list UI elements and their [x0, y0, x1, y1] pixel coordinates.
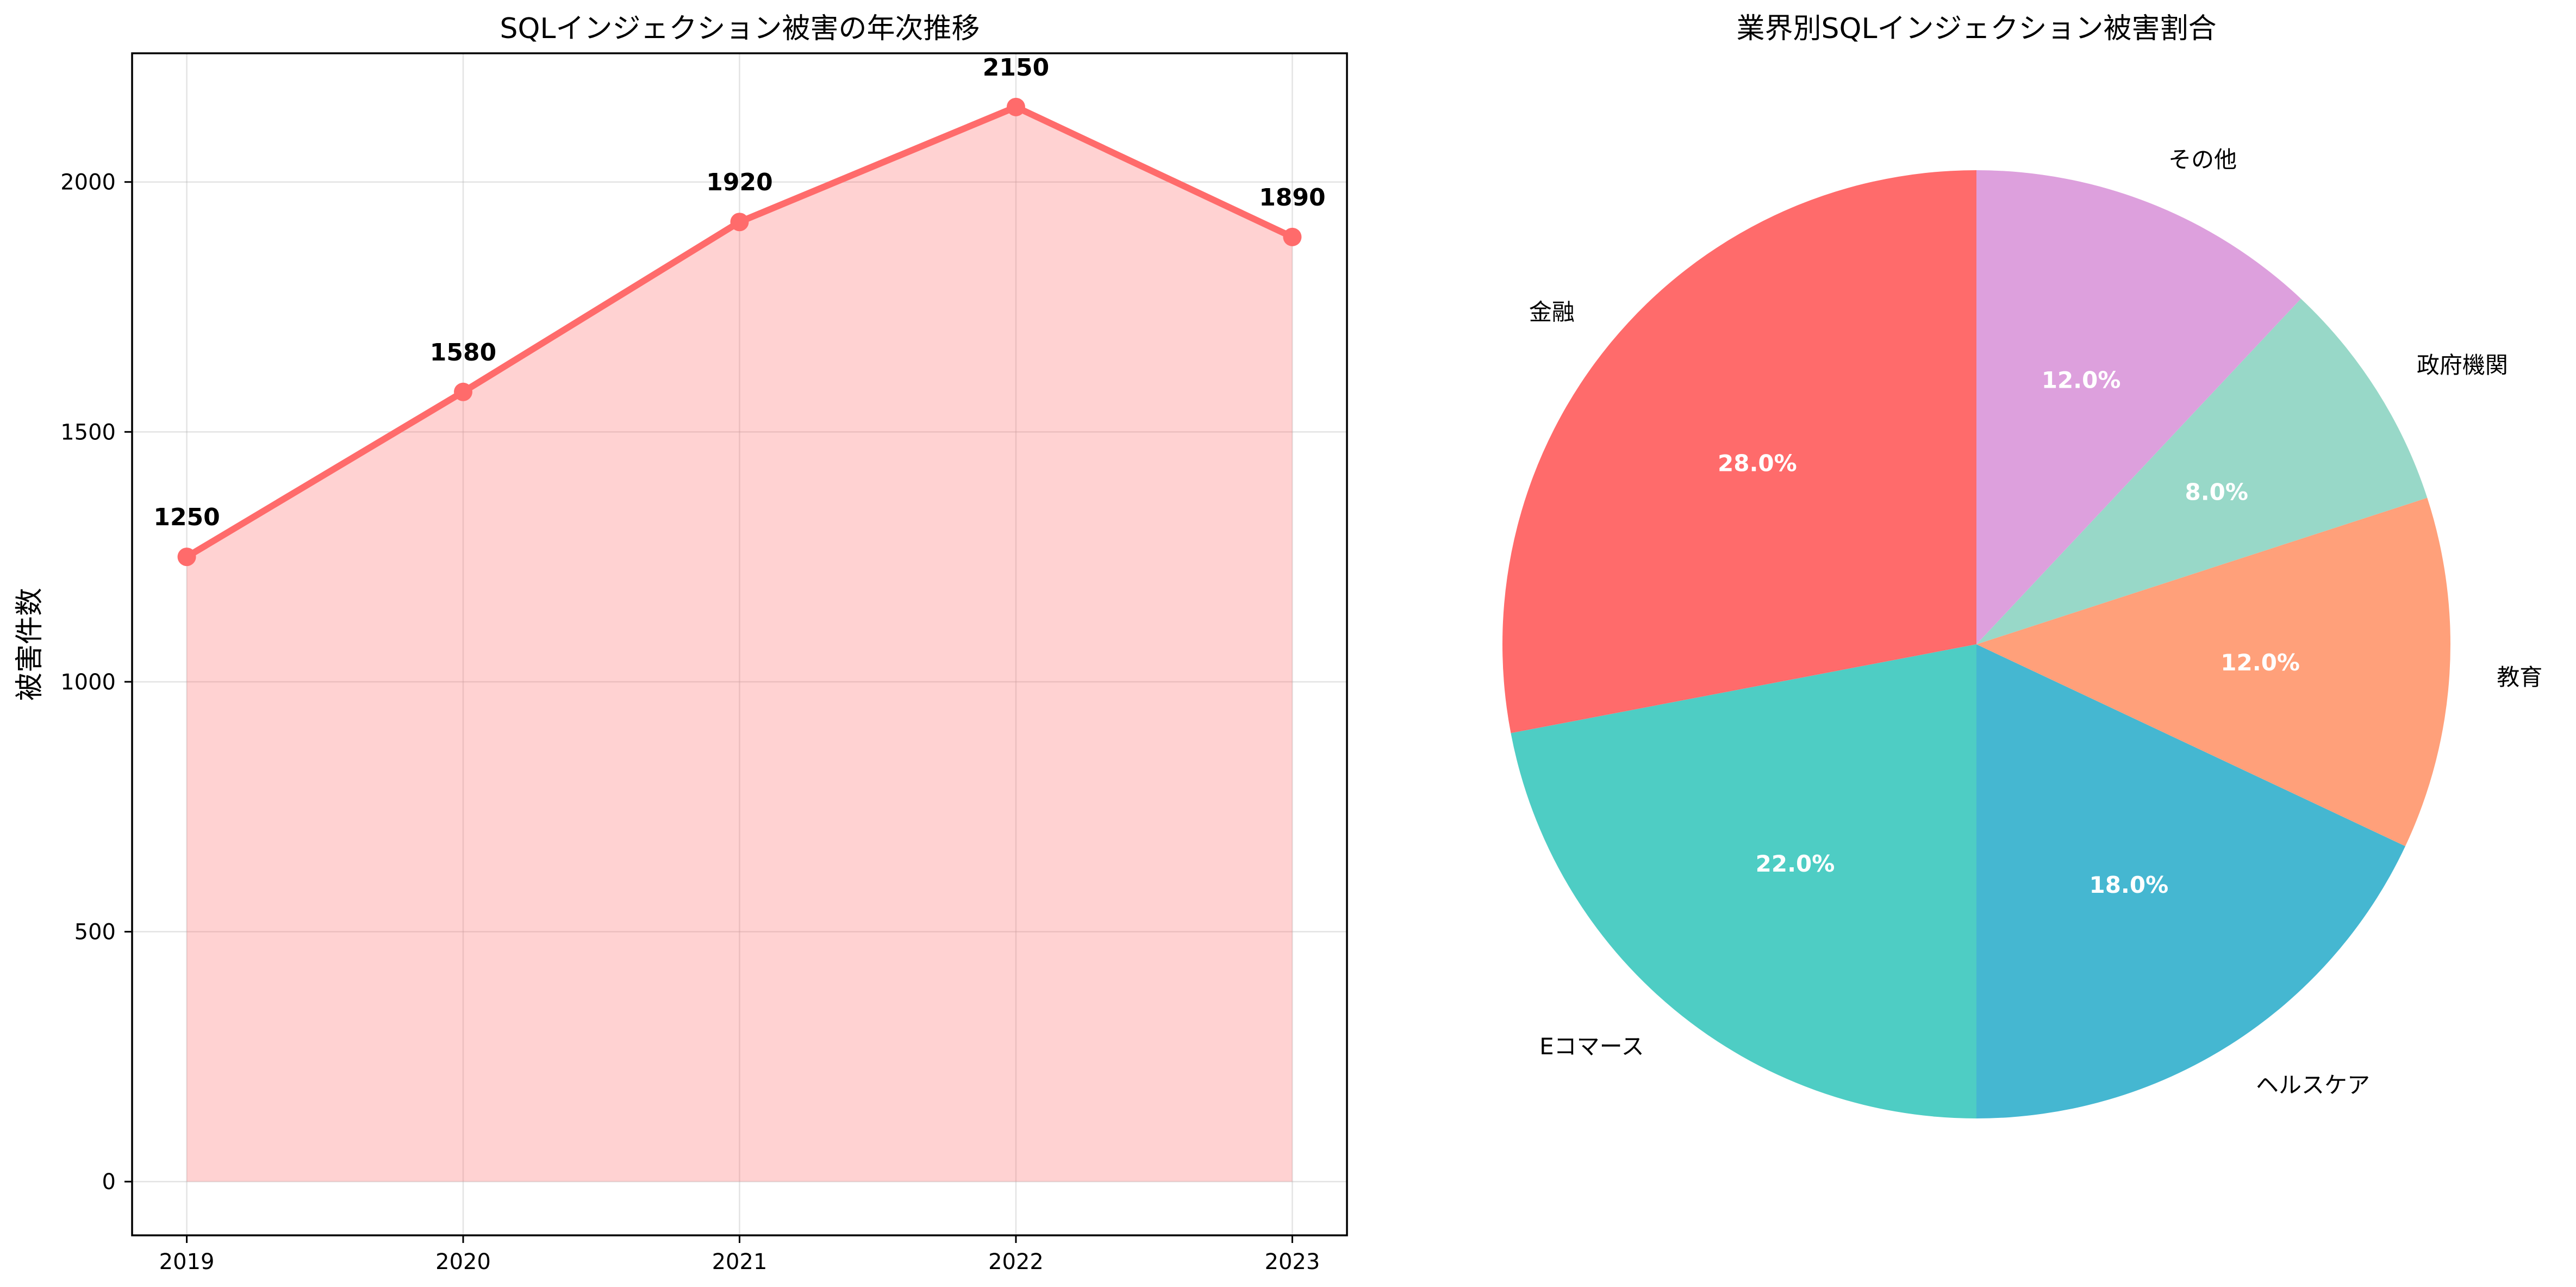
area-fill — [186, 107, 1293, 1182]
pie-slice — [1511, 644, 1976, 1118]
y-tick-label: 1000 — [60, 670, 116, 695]
data-label: 1890 — [1259, 184, 1325, 212]
pie-percent-label: 12.0% — [2042, 367, 2121, 394]
pie-label: その他 — [2168, 146, 2237, 173]
data-label: 1250 — [153, 503, 220, 531]
pie-percent-labels: 28.0% 22.0% 18.0% 12.0% 8.0% 12.0% — [1718, 367, 2300, 898]
x-tick-label: 2023 — [1265, 1249, 1320, 1274]
pie-percent-label: 18.0% — [2089, 872, 2168, 898]
y-tick-label: 500 — [74, 920, 116, 945]
pie-slice — [1976, 299, 2428, 644]
data-label: 1920 — [706, 169, 772, 196]
pie-percent-label: 22.0% — [1756, 850, 1835, 877]
data-point — [454, 382, 473, 401]
pie-percent-label: 28.0% — [1718, 450, 1797, 476]
y-gridlines — [132, 181, 1347, 1183]
data-point — [177, 548, 196, 567]
data-labels: 1250 1580 1920 2150 1890 — [153, 54, 1325, 531]
x-axis-ticks: 2019 2020 2021 2022 2023 — [159, 1235, 1320, 1274]
pie-slice — [1502, 170, 1976, 733]
data-point — [1283, 227, 1302, 246]
x-tick-label: 2020 — [435, 1249, 491, 1274]
pie-slice — [1976, 498, 2450, 847]
pie-slice — [1976, 644, 2406, 1118]
x-tick-label: 2021 — [712, 1249, 768, 1274]
data-point — [1006, 97, 1025, 116]
pie-percent-label: 8.0% — [2185, 479, 2248, 506]
pie-label: ヘルスケア — [2256, 1072, 2370, 1098]
y-axis-ticks: 0 500 1000 1500 2000 — [60, 170, 132, 1195]
y-axis-label: 被害件数 — [14, 588, 46, 701]
y-tick-label: 1500 — [60, 420, 116, 445]
y-tick-label: 0 — [102, 1170, 116, 1195]
pie-slices — [1502, 170, 2450, 1118]
data-label: 1580 — [430, 339, 496, 366]
data-label: 2150 — [983, 54, 1049, 82]
pie-chart-title: 業界別SQLインジェクション被害割合 — [1737, 13, 2217, 45]
pie-label: 政府機関 — [2417, 352, 2508, 378]
x-gridlines — [186, 53, 1293, 1235]
x-tick-label: 2022 — [988, 1249, 1044, 1274]
line-chart-title: SQLインジェクション被害の年次推移 — [500, 13, 980, 45]
data-point — [730, 213, 749, 232]
x-tick-label: 2019 — [159, 1249, 215, 1274]
y-tick-label: 2000 — [60, 170, 116, 195]
pie-label: 教育 — [2497, 664, 2542, 691]
pie-slice — [1976, 170, 2301, 644]
data-points — [177, 97, 1302, 567]
pie-label: Eコマース — [1539, 1033, 1644, 1060]
line-chart: SQLインジェクション被害の年次推移 12501580192021501890 … — [14, 13, 1348, 1274]
pie-label: 金融 — [1529, 299, 1575, 326]
pie-percent-label: 12.0% — [2221, 649, 2300, 676]
